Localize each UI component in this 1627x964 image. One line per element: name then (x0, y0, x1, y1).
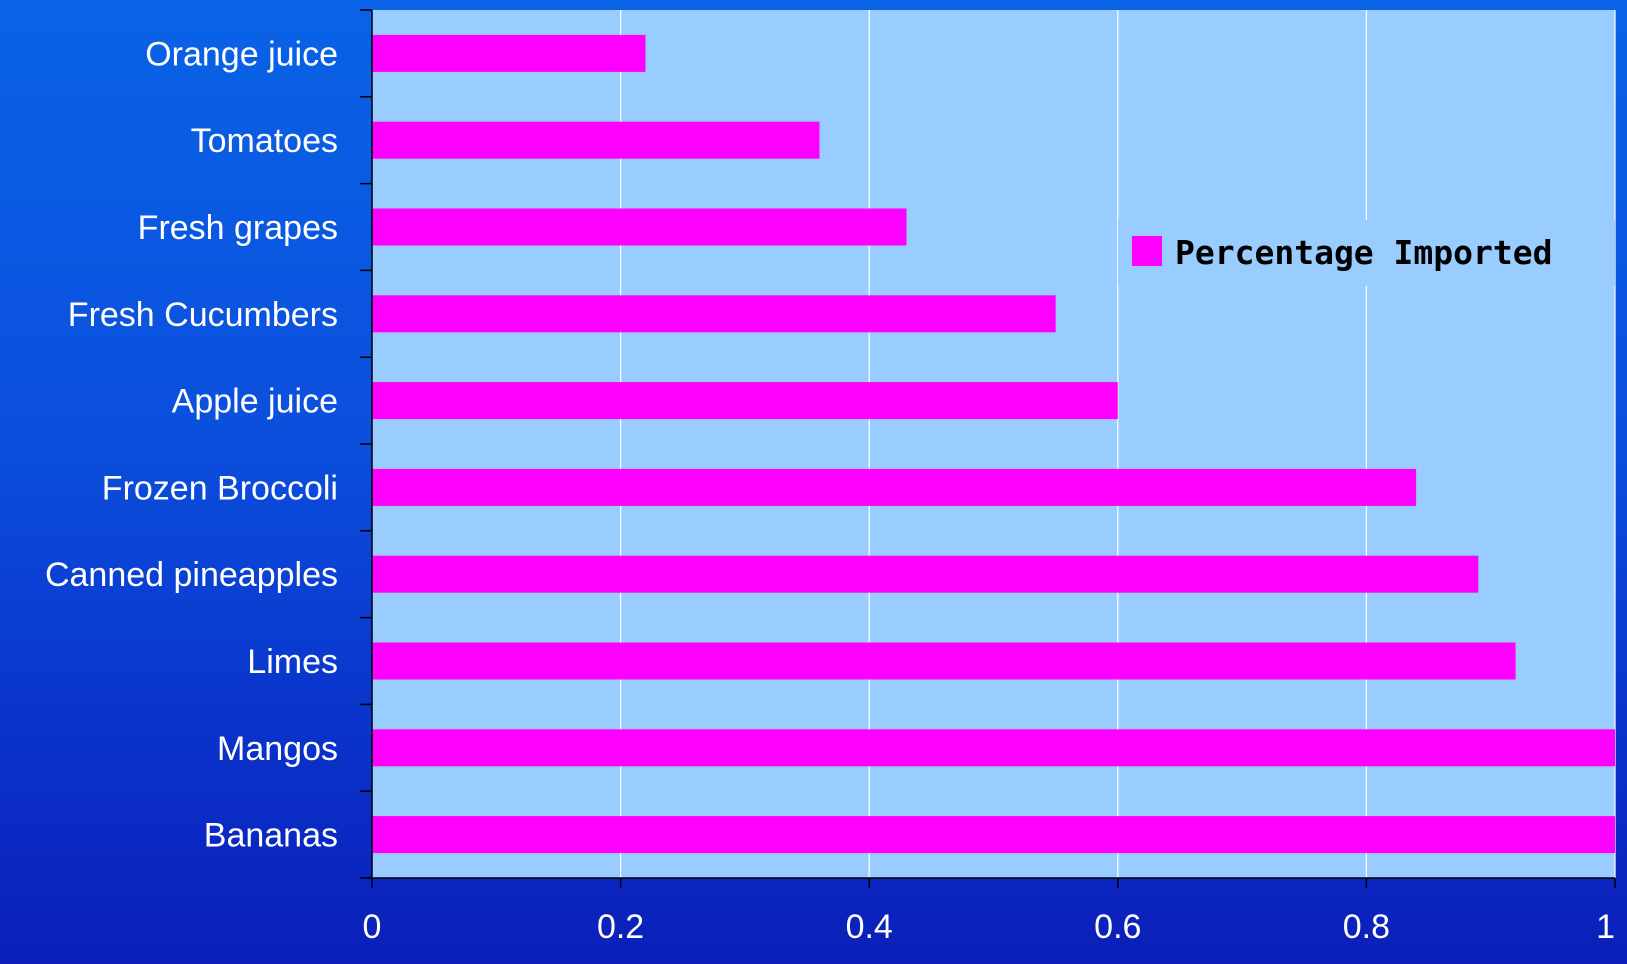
bar (372, 555, 1479, 593)
category-labels: Orange juice Tomatoes Fresh grapes Fresh Cu… (45, 35, 338, 854)
bar (372, 382, 1118, 420)
category-label: Fresh grapes (138, 209, 338, 247)
legend: Percentage Imported (1118, 220, 1615, 286)
legend-label: Percentage Imported (1175, 233, 1553, 272)
x-tick-label: 1 (1596, 908, 1615, 946)
x-tick-labels: 0 0.2 0.4 0.6 0.8 1 (363, 908, 1615, 946)
x-tick-label: 0 (363, 908, 382, 946)
bar (372, 816, 1615, 854)
category-label: Apple juice (172, 383, 338, 421)
category-label: Bananas (204, 817, 338, 855)
bar (372, 468, 1417, 506)
category-label: Limes (247, 643, 338, 681)
axes (360, 9, 1616, 888)
x-tick-label: 0.4 (846, 908, 893, 946)
legend-swatch (1132, 236, 1162, 266)
bar (372, 121, 820, 159)
category-label: Frozen Broccoli (102, 469, 338, 507)
x-tick-label: 0.6 (1094, 908, 1141, 946)
category-label: Tomatoes (191, 122, 338, 160)
bar (372, 295, 1056, 333)
category-label: Fresh Cucumbers (68, 296, 338, 334)
bar (372, 642, 1516, 680)
category-label: Orange juice (145, 35, 338, 73)
bar (372, 729, 1615, 767)
bar (372, 34, 646, 72)
category-label: Canned pineapples (45, 556, 338, 594)
category-label: Mangos (217, 730, 338, 768)
bar (372, 208, 907, 246)
legend-box (1118, 220, 1615, 286)
x-tick-label: 0.8 (1343, 908, 1390, 946)
bars (372, 34, 1615, 854)
x-tick-label: 0.2 (597, 908, 644, 946)
